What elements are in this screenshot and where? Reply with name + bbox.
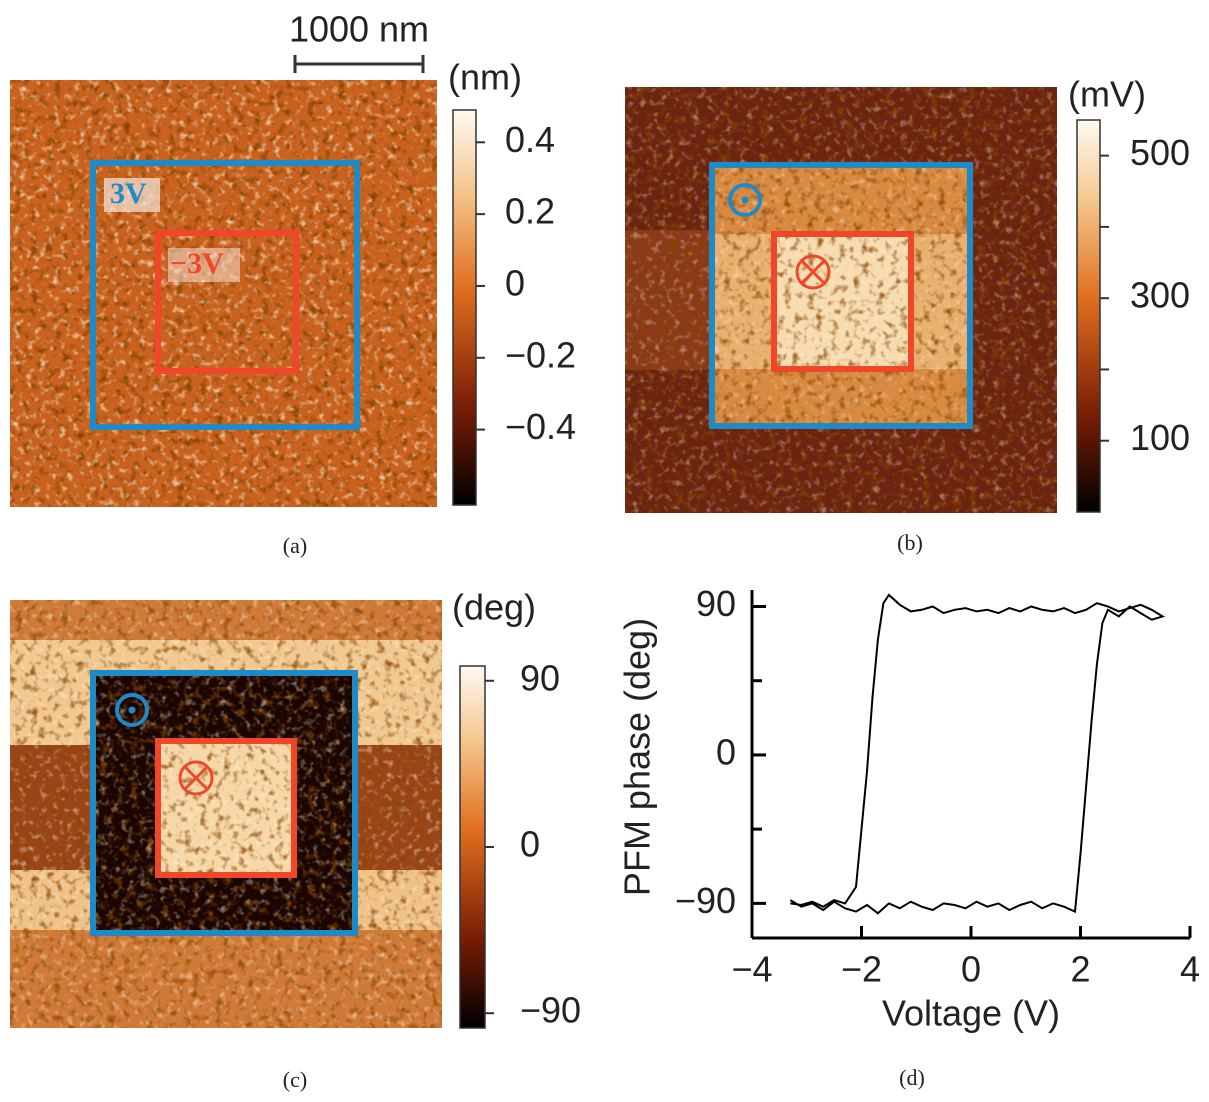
panel-a-image: 3V −3V 1000 nm (nm) (a) [10,9,522,559]
panel-d-plot: Voltage (V) PFM phase (deg) (d) [617,590,1190,1090]
caption: (b) [897,530,923,555]
colorbar-tick-label: 90 [520,657,560,698]
annotation: −3V [170,247,224,280]
y-tick-label: 0 [716,731,736,772]
colorbar-tick-label: 0 [520,824,540,865]
colorbar-tick-label: −90 [520,990,581,1031]
colorbar-tick-label: 0 [505,262,525,303]
caption: (c) [283,1067,307,1092]
colorbar-tick-label: 500 [1130,132,1190,173]
colorbar [1077,120,1100,512]
colorbar-tick-label: −0.2 [505,334,576,375]
colorbar-label: (deg) [452,587,536,628]
annotation: 3V [110,177,147,210]
colorbar-tick-label: −0.4 [505,406,576,447]
colorbar-tick-label: 300 [1130,275,1190,316]
x-tick-label: 0 [961,949,981,990]
colorbar-tick-label: 0.4 [505,119,555,160]
caption: (d) [899,1065,925,1090]
colorbar-label: (nm) [448,57,522,98]
panel-b-image: (mV) (b) [625,74,1146,556]
caption: (a) [283,533,307,558]
x-axis-label: Voltage (V) [882,993,1060,1034]
data-line [790,595,1162,913]
colorbar-tick-label: 100 [1130,417,1190,458]
colorbar-label: (mV) [1068,74,1146,115]
figure: 3V −3V 1000 nm (nm) (a) (mV) (b) (deg) (… [0,0,1209,1097]
x-tick-label: 4 [1180,949,1200,990]
y-axis-label: PFM phase (deg) [617,618,658,896]
scale-bar-label: 1000 nm [289,9,429,50]
x-tick-label: −4 [731,949,772,990]
y-tick-label: −90 [675,880,736,921]
colorbar [453,110,476,505]
panel-c-image: (deg) (c) [10,587,536,1093]
x-tick-label: −2 [841,949,882,990]
colorbar-tick-label: 0.2 [505,191,555,232]
y-tick-label: 90 [696,583,736,624]
colorbar [460,666,485,1028]
x-tick-label: 2 [1070,949,1090,990]
